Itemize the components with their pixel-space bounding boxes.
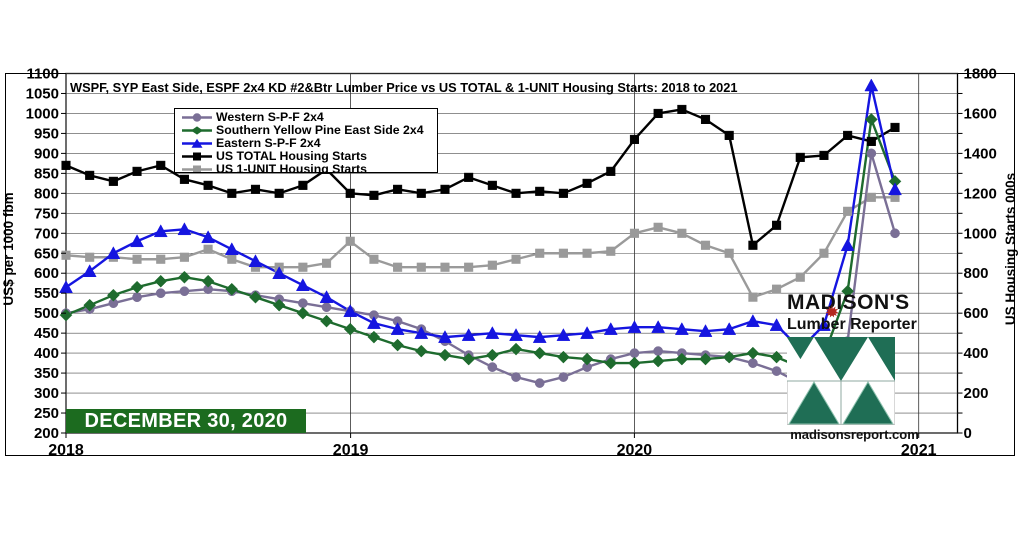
svg-text:2018: 2018 [48,442,84,459]
svg-text:700: 700 [34,225,59,242]
svg-text:450: 450 [34,325,59,342]
svg-text:500: 500 [34,305,59,322]
svg-text:2021: 2021 [901,442,937,459]
svg-text:350: 350 [34,365,59,382]
svg-text:200: 200 [34,425,59,442]
svg-text:1100: 1100 [26,66,59,83]
svg-text:200: 200 [964,385,989,402]
svg-text:600: 600 [964,305,989,322]
svg-text:250: 250 [34,405,59,422]
svg-text:900: 900 [34,145,59,162]
svg-text:650: 650 [34,245,59,262]
svg-text:400: 400 [964,345,989,362]
svg-text:400: 400 [34,345,59,362]
svg-text:950: 950 [34,125,59,142]
svg-text:750: 750 [34,205,59,222]
svg-text:800: 800 [964,265,989,282]
svg-text:0: 0 [964,425,972,442]
svg-text:1400: 1400 [964,145,997,162]
svg-text:850: 850 [34,165,59,182]
svg-text:1600: 1600 [964,105,997,122]
svg-text:550: 550 [34,285,59,302]
svg-text:1050: 1050 [26,85,59,102]
svg-text:800: 800 [34,185,59,202]
svg-text:1000: 1000 [964,225,997,242]
svg-text:2020: 2020 [617,442,653,459]
svg-text:1000: 1000 [26,105,59,122]
svg-text:300: 300 [34,385,59,402]
svg-text:1200: 1200 [964,185,997,202]
svg-text:2019: 2019 [333,442,369,459]
svg-text:600: 600 [34,265,59,282]
